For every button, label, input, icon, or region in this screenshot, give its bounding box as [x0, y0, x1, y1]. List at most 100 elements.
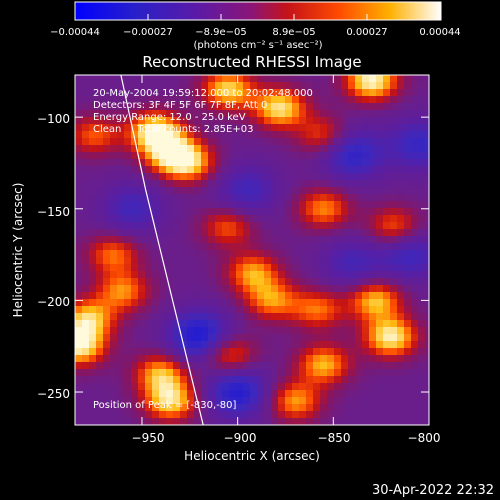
heatmap-cell: [236, 173, 244, 181]
heatmap-cell: [327, 334, 335, 342]
heatmap-cell: [145, 166, 153, 174]
heatmap-cell: [390, 355, 398, 363]
heatmap-cell: [362, 201, 370, 209]
heatmap-cell: [355, 96, 363, 104]
heatmap-cell: [425, 222, 429, 230]
heatmap-cell: [278, 257, 286, 265]
heatmap-cell: [299, 411, 307, 419]
heatmap-cell: [383, 292, 391, 300]
heatmap-cell: [215, 124, 223, 132]
heatmap-cell: [117, 271, 125, 279]
heatmap-cell: [96, 411, 104, 419]
heatmap-cell: [215, 215, 223, 223]
heatmap-cell: [89, 187, 97, 195]
heatmap-cell: [215, 341, 223, 349]
heatmap-cell: [201, 327, 209, 335]
heatmap-cell: [152, 397, 160, 405]
heatmap-cell: [208, 173, 216, 181]
heatmap-cell: [89, 278, 97, 286]
heatmap-cell: [292, 229, 300, 237]
heatmap-cell: [173, 229, 181, 237]
heatmap-cell: [82, 215, 90, 223]
heatmap-cell: [250, 103, 258, 111]
heatmap-cell: [194, 117, 202, 125]
heatmap-cell: [75, 131, 83, 139]
heatmap-cell: [404, 292, 412, 300]
heatmap-cell: [271, 292, 279, 300]
heatmap-cell: [418, 264, 426, 272]
heatmap-cell: [285, 334, 293, 342]
heatmap-cell: [236, 362, 244, 370]
heatmap-cell: [201, 285, 209, 293]
heatmap-cell: [411, 236, 419, 244]
heatmap-cell: [278, 327, 286, 335]
heatmap-cell: [131, 362, 139, 370]
heatmap-cell: [166, 390, 174, 398]
heatmap-cell: [166, 278, 174, 286]
heatmap-cell: [397, 411, 405, 419]
heatmap-cell: [425, 278, 429, 286]
heatmap-cell: [271, 159, 279, 167]
heatmap-cell: [187, 313, 195, 321]
heatmap-cell: [411, 222, 419, 230]
heatmap-cell: [159, 159, 167, 167]
heatmap-cell: [292, 264, 300, 272]
heatmap-cell: [306, 215, 314, 223]
heatmap-cell: [131, 390, 139, 398]
heatmap-cell: [327, 362, 335, 370]
heatmap-cell: [117, 299, 125, 307]
heatmap-cell: [152, 278, 160, 286]
heatmap-cell: [271, 96, 279, 104]
heatmap-cell: [257, 271, 265, 279]
heatmap-cell: [215, 117, 223, 125]
heatmap-cell: [131, 418, 139, 425]
heatmap-cell: [82, 257, 90, 265]
heatmap-cell: [292, 194, 300, 202]
heatmap-cell: [215, 96, 223, 104]
heatmap-cell: [327, 341, 335, 349]
heatmap-cell: [383, 117, 391, 125]
heatmap-cell: [327, 369, 335, 377]
heatmap-cell: [194, 362, 202, 370]
heatmap-cell: [397, 383, 405, 391]
heatmap-cell: [376, 292, 384, 300]
heatmap-cell: [194, 229, 202, 237]
heatmap-cell: [180, 327, 188, 335]
heatmap-cell: [96, 264, 104, 272]
heatmap-cell: [257, 320, 265, 328]
heatmap-cell: [348, 152, 356, 160]
heatmap-cell: [89, 264, 97, 272]
heatmap-cell: [362, 124, 370, 132]
heatmap-cell: [341, 215, 349, 223]
heatmap-cell: [75, 418, 83, 425]
heatmap-cell: [187, 362, 195, 370]
heatmap-cell: [96, 89, 104, 97]
heatmap-cell: [250, 82, 258, 90]
heatmap-cell: [75, 278, 83, 286]
heatmap-cell: [418, 82, 426, 90]
heatmap-cell: [103, 194, 111, 202]
heatmap-cell: [390, 306, 398, 314]
heatmap-cell: [320, 201, 328, 209]
heatmap-cell: [96, 397, 104, 405]
heatmap-cell: [180, 173, 188, 181]
heatmap-cell: [208, 82, 216, 90]
heatmap-cell: [96, 138, 104, 146]
heatmap-cell: [110, 292, 118, 300]
heatmap-cell: [187, 320, 195, 328]
heatmap-cell: [96, 159, 104, 167]
heatmap-cell: [299, 208, 307, 216]
heatmap-cell: [306, 404, 314, 412]
heatmap-cell: [390, 75, 398, 83]
heatmap-cell: [187, 299, 195, 307]
heatmap-cell: [110, 334, 118, 342]
heatmap-cell: [243, 103, 251, 111]
heatmap-cell: [96, 75, 104, 83]
heatmap-cell: [89, 124, 97, 132]
heatmap-cell: [138, 348, 146, 356]
heatmap-cell: [271, 348, 279, 356]
heatmap-cell: [285, 82, 293, 90]
heatmap-cell: [306, 348, 314, 356]
heatmap-cell: [194, 292, 202, 300]
heatmap-cell: [278, 397, 286, 405]
